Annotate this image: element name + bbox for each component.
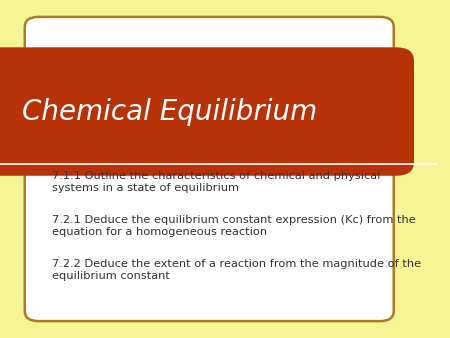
FancyBboxPatch shape	[25, 17, 394, 321]
Text: 7.1.1 Outline the characteristics of chemical and physical
systems in a state of: 7.1.1 Outline the characteristics of che…	[52, 171, 380, 193]
FancyBboxPatch shape	[0, 47, 414, 176]
FancyBboxPatch shape	[0, 57, 27, 166]
Text: 7.2.1 Deduce the equilibrium constant expression (Kᴄ) from the
equation for a ho: 7.2.1 Deduce the equilibrium constant ex…	[52, 215, 415, 237]
Text: Chemical Equilibrium: Chemical Equilibrium	[22, 98, 318, 125]
Text: 7.2.2 Deduce the extent of a reaction from the magnitude of the
equilibrium cons: 7.2.2 Deduce the extent of a reaction fr…	[52, 259, 421, 281]
